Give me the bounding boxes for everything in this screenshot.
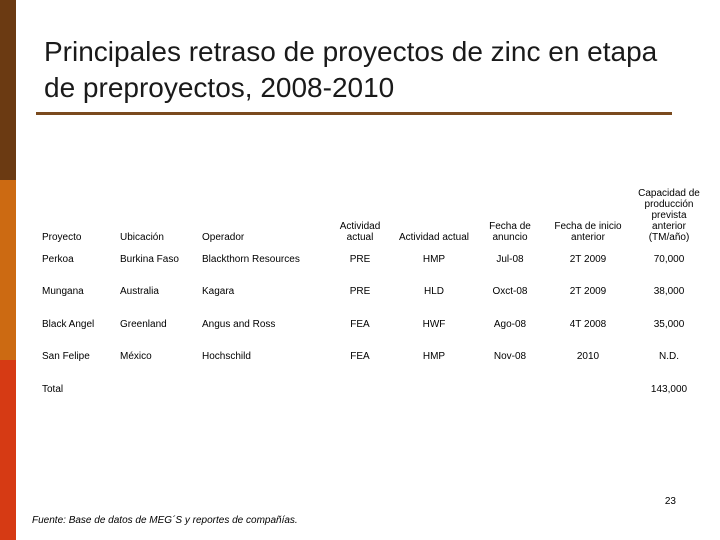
header-fecha-anuncio: Fecha de anuncio <box>489 221 531 243</box>
cell-total-label: Total <box>42 383 64 395</box>
cell-total-capacidad: 143,000 <box>650 383 688 395</box>
cell-fecha-inicio: 4T 2008 <box>569 318 607 330</box>
cell-ubicacion: Australia <box>120 286 159 298</box>
cell-operador: Hochschild <box>202 351 251 363</box>
header-fecha-inicio: Fecha de inicio anterior <box>554 221 622 243</box>
cell-operador: Kagara <box>202 286 235 298</box>
cell-actividad-1: FEA <box>350 351 370 363</box>
title-divider <box>36 112 672 115</box>
cell-fecha-inicio: 2010 <box>576 351 600 363</box>
cell-actividad-1: FEA <box>350 318 370 330</box>
cell-proyecto: San Felipe <box>42 351 90 363</box>
cell-fecha-anuncio: Oxct-08 <box>492 286 528 298</box>
table-row: Black Angel Greenland Angus and Ross FEA… <box>38 308 706 341</box>
cell-actividad-2: HMP <box>422 253 446 265</box>
header-operador: Operador <box>202 232 245 243</box>
cell-ubicacion: Greenland <box>120 318 167 330</box>
cell-actividad-2: HMP <box>422 351 446 363</box>
cell-operador: Angus and Ross <box>202 318 276 330</box>
cell-fecha-anuncio <box>476 373 544 406</box>
table-row: San Felipe México Hochschild FEA HMP Nov… <box>38 341 706 374</box>
cell-capacidad: N.D. <box>659 351 679 363</box>
cell-fecha-anuncio: Jul-08 <box>496 253 524 265</box>
header-actividad-1: Actividad actual <box>339 221 381 243</box>
cell-actividad-1 <box>328 373 392 406</box>
cell-fecha-inicio: 2T 2009 <box>569 286 607 298</box>
cell-actividad-2: HWF <box>422 318 446 330</box>
cell-ubicacion: México <box>120 351 152 363</box>
header-capacidad: Capacidad de producción prevista anterio… <box>638 188 700 243</box>
cell-capacidad: 38,000 <box>653 286 685 298</box>
accent-bar-top <box>0 0 16 180</box>
cell-proyecto: Black Angel <box>42 318 95 330</box>
cell-capacidad: 35,000 <box>653 318 685 330</box>
cell-ubicacion <box>116 373 198 406</box>
table-total-row: Total 143,000 <box>38 373 706 406</box>
slide-title: Principales retraso de proyectos de zinc… <box>44 36 658 103</box>
cell-fecha-inicio <box>544 373 632 406</box>
cell-fecha-inicio: 2T 2009 <box>569 253 607 265</box>
cell-operador: Blackthorn Resources <box>202 253 300 265</box>
accent-bar-bottom <box>0 360 16 540</box>
page-number: 23 <box>664 496 676 507</box>
cell-proyecto: Perkoa <box>42 253 74 265</box>
cell-actividad-1: PRE <box>349 253 371 265</box>
cell-fecha-anuncio: Ago-08 <box>493 318 527 330</box>
table-row: Perkoa Burkina Faso Blackthorn Resources… <box>38 243 706 276</box>
cell-operador <box>198 373 328 406</box>
cell-actividad-2: HLD <box>423 286 444 298</box>
source-note: Fuente: Base de datos de MEG´S y reporte… <box>32 515 298 526</box>
header-proyecto: Proyecto <box>42 232 82 243</box>
cell-fecha-anuncio: Nov-08 <box>493 351 527 363</box>
table-header-row: Proyecto Ubicación Operador Actividad ac… <box>38 188 706 243</box>
cell-proyecto: Mungana <box>42 286 84 298</box>
cell-ubicacion: Burkina Faso <box>120 253 179 265</box>
header-ubicacion: Ubicación <box>120 232 164 243</box>
table-row: Mungana Australia Kagara PRE HLD Oxct-08… <box>38 276 706 309</box>
header-actividad-2: Actividad actual <box>398 232 470 243</box>
cell-capacidad: 70,000 <box>653 253 685 265</box>
accent-bar-middle <box>0 180 16 360</box>
projects-table: Proyecto Ubicación Operador Actividad ac… <box>38 188 706 406</box>
cell-actividad-1: PRE <box>349 286 371 298</box>
cell-actividad-2 <box>392 373 476 406</box>
